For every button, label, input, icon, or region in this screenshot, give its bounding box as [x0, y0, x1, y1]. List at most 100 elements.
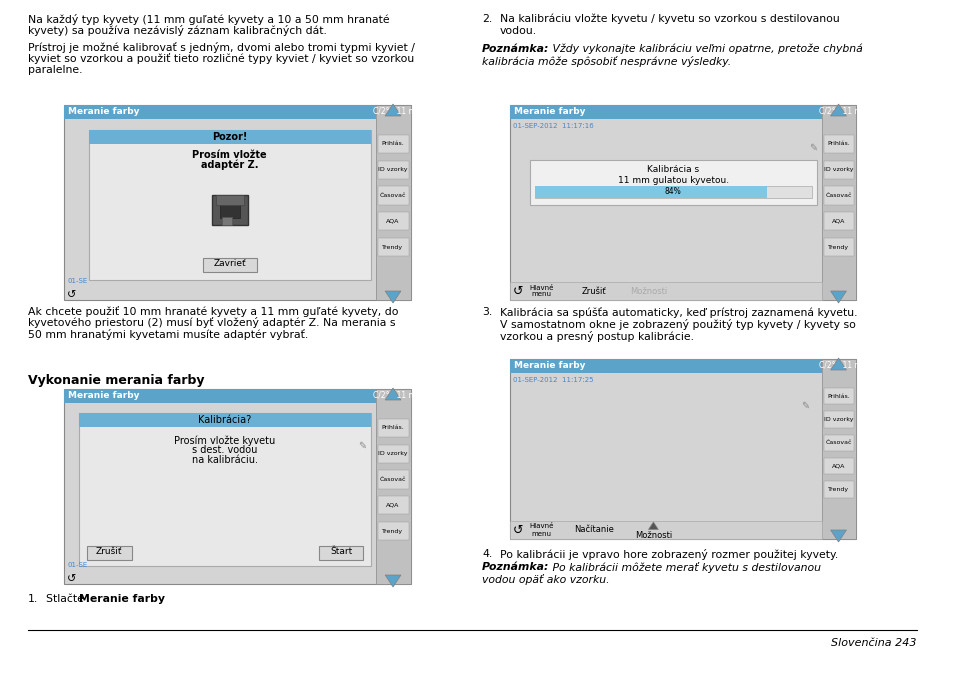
- Bar: [377, 470, 409, 489]
- Bar: [822, 160, 854, 179]
- Text: kyvetového priestoru (2) musí byť vložený adaptér Z. Na merania s: kyvetového priestoru (2) musí byť vložen…: [28, 317, 395, 328]
- Bar: [509, 282, 821, 300]
- Text: AQA: AQA: [831, 219, 844, 224]
- Text: vodou.: vodou.: [499, 26, 537, 36]
- Text: C/2°   11 mm o: C/2° 11 mm o: [373, 107, 430, 116]
- Text: 1.: 1.: [28, 594, 38, 604]
- Text: Hlavné
menu: Hlavné menu: [529, 524, 553, 537]
- Text: Kalibrácia sa spúšťa automaticky, keď prístroj zaznamená kyvetu.: Kalibrácia sa spúšťa automaticky, keď pr…: [499, 307, 857, 318]
- Bar: [822, 187, 854, 204]
- Polygon shape: [830, 104, 845, 116]
- Text: Na každý typ kyvety (11 mm guľaté kyvety a 10 a 50 mm hranaté: Na každý typ kyvety (11 mm guľaté kyvety…: [28, 14, 389, 25]
- Text: ↺: ↺: [513, 284, 523, 297]
- Bar: [377, 496, 409, 514]
- Text: Meranie farby: Meranie farby: [514, 361, 585, 370]
- Text: Prosím vložte kyvetu: Prosím vložte kyvetu: [174, 435, 275, 446]
- Text: Zrušiť: Zrušiť: [581, 286, 606, 295]
- Text: Vždy vykonajte kalibráciu veľmi opatrne, pretože chybná: Vždy vykonajte kalibráciu veľmi opatrne,…: [549, 44, 862, 55]
- Text: C/2°   11 mm o: C/2° 11 mm o: [818, 361, 875, 370]
- Bar: [64, 105, 375, 119]
- Text: 01-SE: 01-SE: [68, 278, 88, 284]
- Bar: [822, 481, 854, 497]
- Text: 01-SEP-2012  11:17:25: 01-SEP-2012 11:17:25: [513, 377, 593, 383]
- Text: Prihlás.: Prihlás.: [826, 394, 849, 398]
- Polygon shape: [385, 388, 400, 400]
- Text: Hlavné
menu: Hlavné menu: [529, 284, 553, 297]
- Bar: [534, 186, 811, 198]
- Text: Možnosti: Možnosti: [634, 530, 671, 539]
- Bar: [89, 130, 371, 280]
- Bar: [822, 135, 854, 153]
- Bar: [822, 212, 854, 231]
- Bar: [377, 160, 409, 179]
- Bar: [377, 238, 409, 256]
- Bar: [822, 458, 854, 474]
- Text: Pozor!: Pozor!: [212, 132, 247, 142]
- Bar: [377, 187, 409, 204]
- Text: Prosím vložte: Prosím vložte: [193, 150, 267, 160]
- Bar: [509, 105, 856, 300]
- Text: Na kalibráciu vložte kyvetu / kyvetu so vzorkou s destilovanou: Na kalibráciu vložte kyvetu / kyvetu so …: [499, 14, 839, 24]
- Text: paralelne.: paralelne.: [28, 65, 82, 75]
- Text: 4.: 4.: [481, 549, 492, 559]
- Text: AQA: AQA: [386, 503, 399, 508]
- Text: 01-SE: 01-SE: [68, 562, 88, 568]
- Text: Štart: Štart: [330, 547, 353, 557]
- Text: Kalibrácia?: Kalibrácia?: [198, 415, 251, 425]
- Text: Trendy: Trendy: [827, 245, 848, 249]
- Text: Trendy: Trendy: [827, 487, 848, 492]
- Bar: [203, 258, 257, 272]
- Text: kalibrácia môže spôsobiť nesprávne výsledky.: kalibrácia môže spôsobiť nesprávne výsle…: [481, 56, 731, 67]
- Text: Načítanie: Načítanie: [574, 526, 614, 534]
- Text: Slovenčina 243: Slovenčina 243: [830, 638, 916, 648]
- Text: adaptér Z.: adaptér Z.: [201, 160, 258, 171]
- Text: 2.: 2.: [481, 14, 492, 24]
- Text: AQA: AQA: [831, 464, 844, 468]
- Text: ↺: ↺: [513, 524, 523, 537]
- Bar: [375, 389, 411, 584]
- Bar: [509, 521, 821, 539]
- Text: Po kalibrácii môžete merať kyvetu s destilovanou: Po kalibrácii môžete merať kyvetu s dest…: [549, 562, 821, 573]
- Polygon shape: [385, 291, 400, 303]
- Bar: [375, 105, 411, 300]
- Bar: [79, 413, 371, 566]
- Text: Meranie farby: Meranie farby: [69, 391, 140, 400]
- Text: 84%: 84%: [664, 187, 680, 197]
- Bar: [318, 546, 363, 560]
- Text: Poznámka:: Poznámka:: [481, 44, 549, 54]
- Bar: [215, 195, 243, 205]
- Text: na kalibráciu.: na kalibráciu.: [192, 455, 257, 465]
- Text: ↺: ↺: [68, 290, 76, 300]
- Text: Kalibrácia s: Kalibrácia s: [646, 165, 699, 174]
- Text: 01-SEP-2012  11:17:16: 01-SEP-2012 11:17:16: [513, 123, 593, 129]
- Text: vzorkou a presný postup kalibrácie.: vzorkou a presný postup kalibrácie.: [499, 331, 693, 342]
- Text: Prihlás.: Prihlás.: [381, 425, 404, 430]
- Bar: [89, 130, 371, 144]
- Text: Meranie farby: Meranie farby: [69, 107, 140, 116]
- Bar: [377, 419, 409, 437]
- Bar: [822, 238, 854, 256]
- Text: Ak chcete použiť 10 mm hranaté kyvety a 11 mm guľaté kyvety, do: Ak chcete použiť 10 mm hranaté kyvety a …: [28, 306, 397, 317]
- Text: s dest. vodou: s dest. vodou: [192, 445, 257, 455]
- Text: Po kalibrácii je vpravo hore zobrazený rozmer použitej kyvety.: Po kalibrácii je vpravo hore zobrazený r…: [499, 549, 838, 560]
- Bar: [221, 217, 232, 225]
- Text: kyviet so vzorkou a použiť tieto rozličné typy kyviet / kyviet so vzorkou: kyviet so vzorkou a použiť tieto rozličn…: [28, 53, 414, 65]
- Polygon shape: [830, 291, 845, 303]
- Text: Zrušiť: Zrušiť: [95, 547, 122, 557]
- Bar: [822, 435, 854, 451]
- Text: Vykonanie merania farby: Vykonanie merania farby: [28, 374, 204, 387]
- Text: Časovač: Časovač: [379, 193, 406, 198]
- Bar: [64, 105, 411, 300]
- Bar: [509, 359, 856, 539]
- Bar: [822, 411, 854, 428]
- Text: vodou opäť ako vzorku.: vodou opäť ako vzorku.: [481, 574, 609, 585]
- Text: ✎: ✎: [808, 143, 816, 153]
- Bar: [64, 389, 375, 403]
- Text: Meranie farby: Meranie farby: [79, 594, 165, 604]
- Bar: [377, 522, 409, 540]
- Text: Prihlás.: Prihlás.: [826, 142, 849, 146]
- Text: Časovač: Časovač: [824, 440, 851, 446]
- Text: C/2°   11 mm o: C/2° 11 mm o: [818, 107, 875, 116]
- Text: 11 mm gulatou kyvetou.: 11 mm gulatou kyvetou.: [617, 176, 728, 185]
- Text: C/2°   11 mm o: C/2° 11 mm o: [373, 391, 430, 400]
